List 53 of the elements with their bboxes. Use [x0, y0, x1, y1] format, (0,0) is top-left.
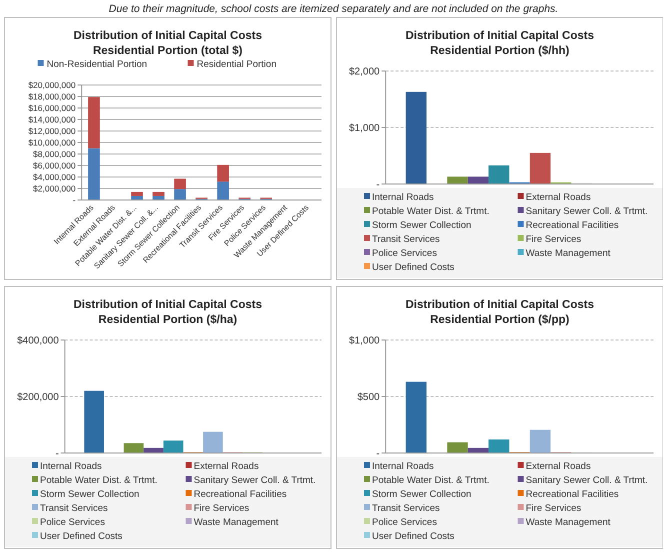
- legend-label: Sanitary Sewer Coll. & Trtmt.: [525, 206, 648, 217]
- chart-title: Distribution of Initial Capital Costs Residential Portion ($/hh): [405, 30, 594, 57]
- y-tick-label: $18,000,000: [28, 91, 76, 102]
- legend-label: External Roads: [194, 461, 259, 472]
- chart-title: Distribution of Initial Capital Costs Residential Portion (total $): [74, 30, 262, 57]
- y-tick-label: -: [55, 448, 59, 460]
- legend-label: Waste Management: [525, 517, 610, 528]
- legend-label: Recreational Facilities: [525, 489, 618, 500]
- legend-label: Storm Sewer Collection: [40, 489, 140, 500]
- legend-label: Sanitary Sewer Coll. & Trtmt.: [525, 475, 648, 486]
- y-tick-label: $16,000,000: [28, 102, 76, 113]
- legend-label: User Defined Costs: [40, 531, 123, 542]
- legend-label: Internal Roads: [40, 461, 102, 472]
- legend-label: Potable Water Dist. & Trtmt.: [372, 206, 489, 217]
- y-tick-label: $2,000,000: [33, 183, 76, 194]
- y-tick-label: $12,000,000: [28, 126, 76, 136]
- chart-title: Distribution of Initial Capital Costs Residential Portion ($/ha): [74, 299, 262, 326]
- y-tick-label: $4,000,000: [33, 172, 76, 182]
- legend-label: User Defined Costs: [372, 531, 454, 542]
- y-tick-label: $6,000,000: [33, 160, 76, 170]
- legend-label: Internal Roads: [372, 461, 434, 472]
- legend-label: Non-Residential Portion: [46, 59, 148, 70]
- legend-label: Recreational Facilities: [194, 489, 287, 500]
- y-tick-label: $8,000,000: [33, 148, 76, 159]
- legend-label: Potable Water Dist. & Trtmt.: [40, 475, 158, 486]
- y-tick-label: $500: [356, 392, 380, 403]
- y-tick-label: -: [376, 180, 380, 190]
- legend-label: External Roads: [525, 192, 590, 203]
- y-tick-label: $1,000: [348, 123, 380, 134]
- legend-label: External Roads: [525, 461, 590, 472]
- legend-label: Fire Services: [194, 503, 250, 514]
- y-tick-label: $200,000: [17, 392, 60, 403]
- text: Due to their magnitude, school costs are itemized separately and are not included on the graphs.: [108, 3, 558, 15]
- y-tick-label: $14,000,000: [28, 114, 76, 124]
- legend-label: Transit Services: [372, 503, 440, 514]
- legend-label: Police Services: [372, 517, 437, 528]
- legend-label: Police Services: [40, 517, 106, 528]
- chart-title: Distribution of Initial Capital Costs Residential Portion ($/pp): [405, 299, 594, 326]
- legend-label: Potable Water Dist. & Trtmt.: [372, 475, 489, 486]
- legend-label: Transit Services: [40, 503, 108, 514]
- legend-label: Fire Services: [525, 503, 581, 514]
- y-tick-label: $10,000,000: [28, 137, 76, 148]
- y-tick-label: -: [376, 448, 380, 460]
- y-tick-label: $1,000: [348, 336, 380, 346]
- legend-label: Internal Roads: [372, 192, 434, 203]
- legend-label: Sanitary Sewer Coll. & Trtmt.: [194, 475, 316, 486]
- y-tick-label: $400,000: [17, 336, 60, 346]
- y-tick-label: $20,000,000: [28, 80, 76, 90]
- y-tick-label: $2,000: [348, 66, 380, 78]
- legend-label: Storm Sewer Collection: [372, 489, 471, 500]
- y-tick-label: -: [72, 194, 76, 205]
- legend-label: Waste Management: [194, 517, 279, 528]
- legend-label: Residential Portion: [196, 59, 276, 70]
